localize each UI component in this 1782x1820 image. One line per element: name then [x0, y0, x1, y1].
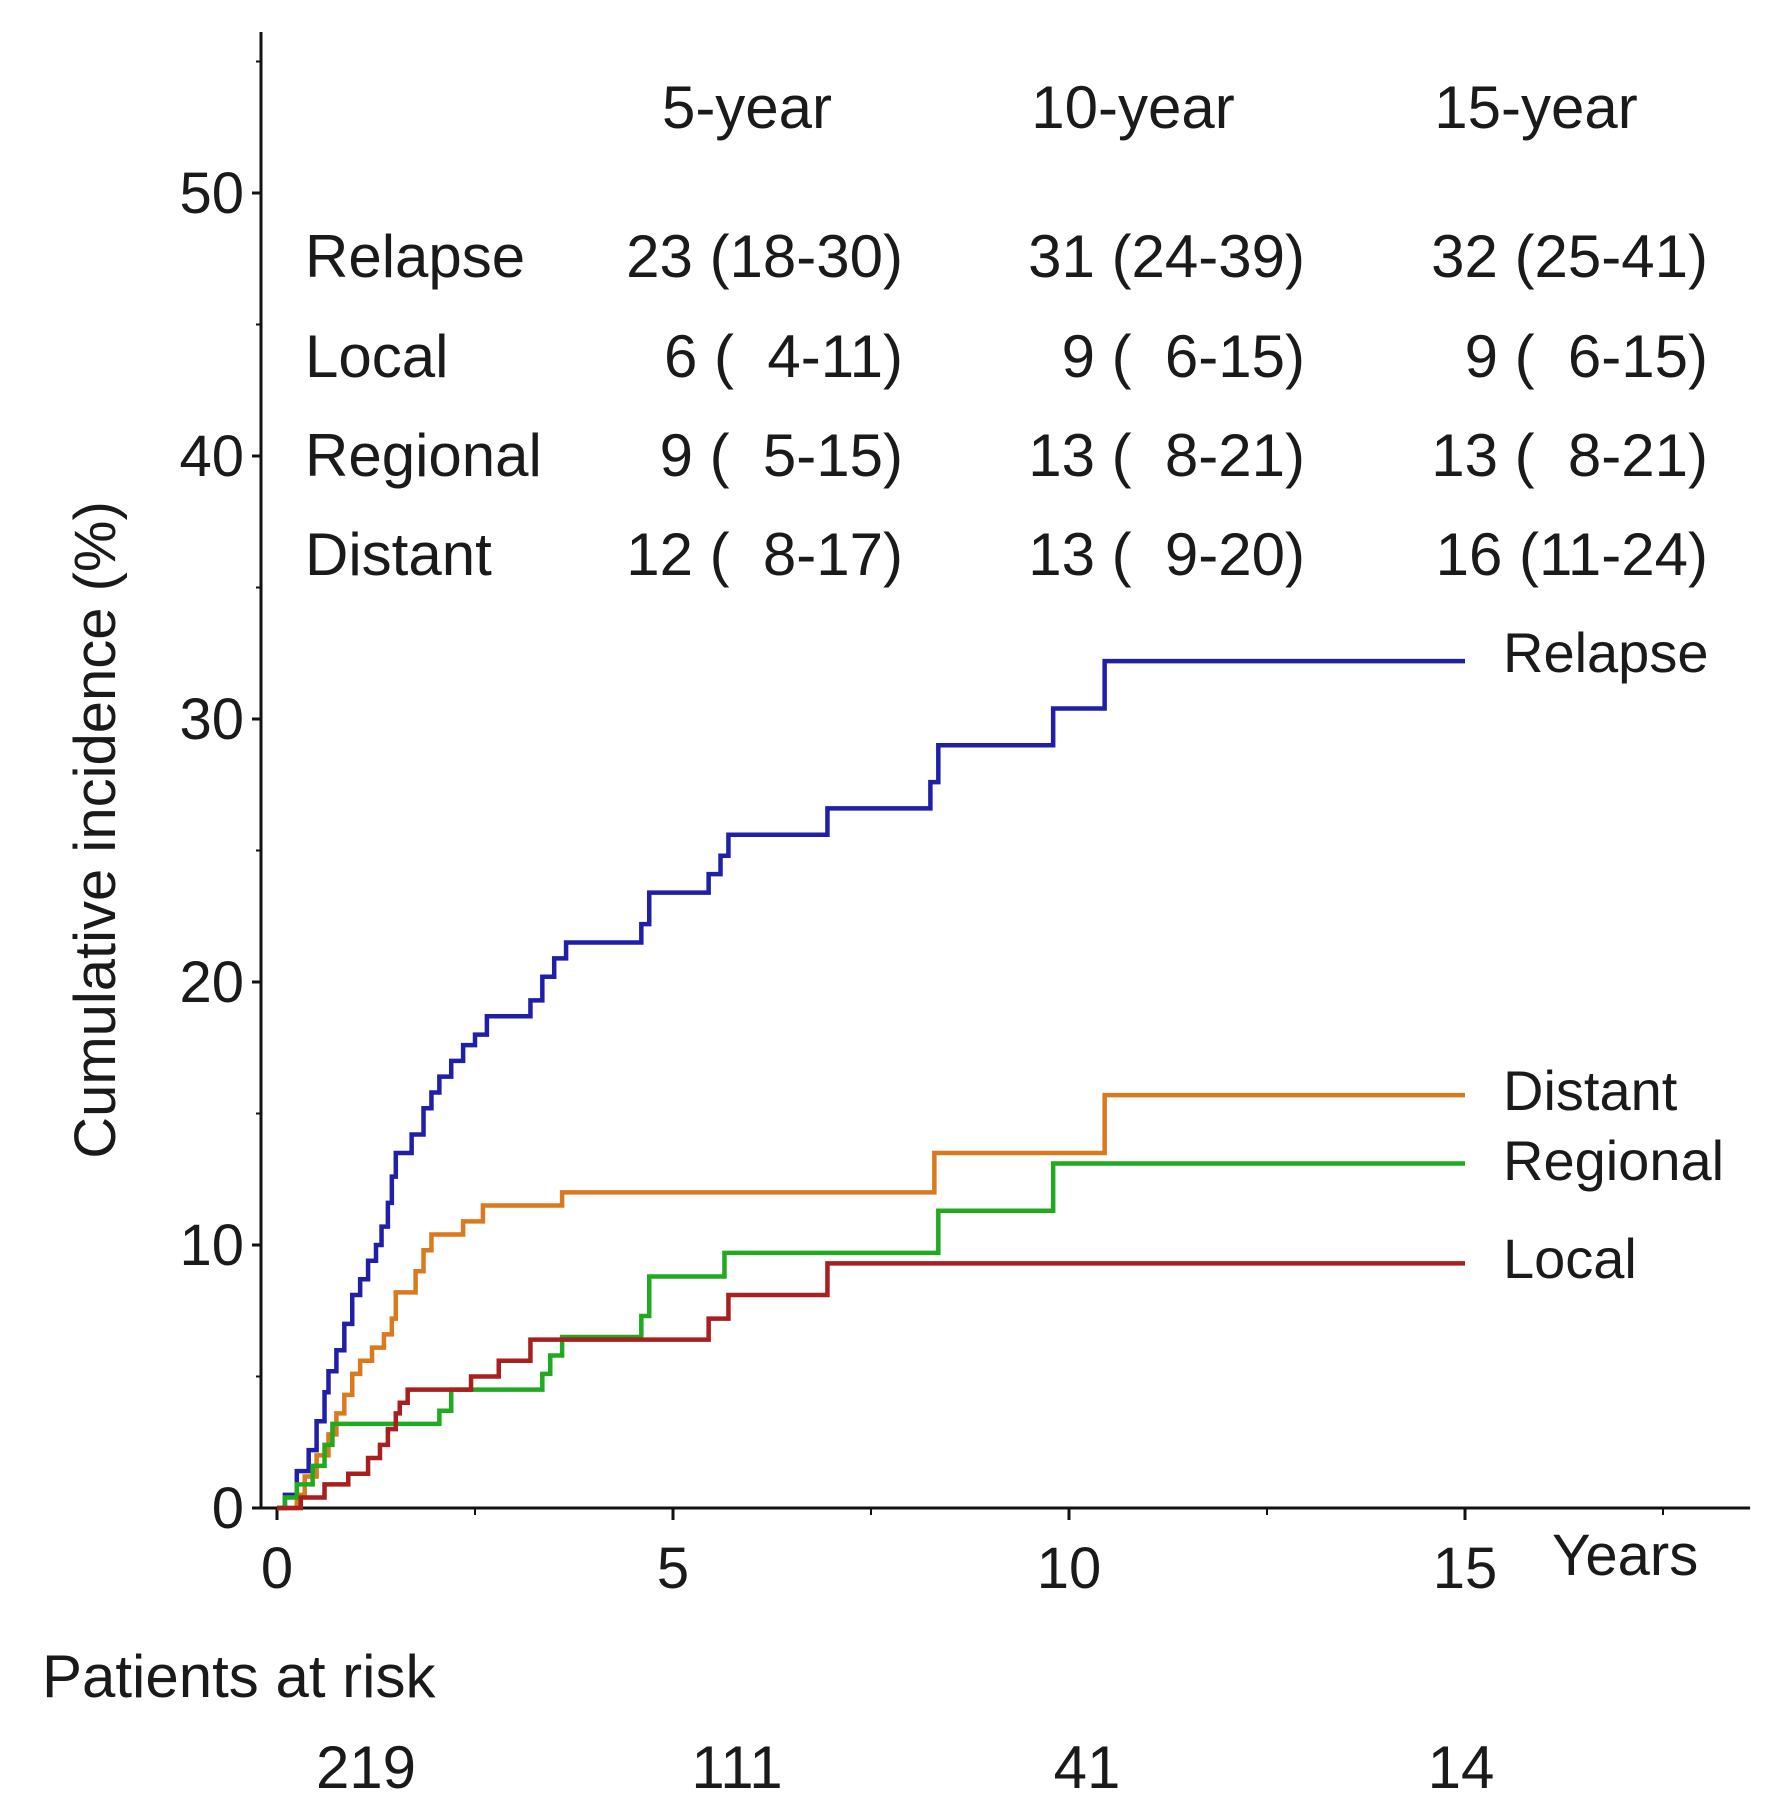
patients-at-risk-count-1: 111 [691, 1734, 782, 1801]
series-line-regional [277, 1161, 1465, 1511]
axes: 0 10 20 30 40 50 0 5 10 15 [179, 32, 1751, 1601]
y-tick-label-30: 30 [179, 687, 244, 752]
table-row-name-regional: Regional [305, 422, 542, 489]
x-axis-title: Years [1552, 1523, 1698, 1588]
patients-at-risk-count-0: 219 [316, 1734, 416, 1801]
series-label-distant: Distant [1503, 1059, 1678, 1122]
table-cell-regional-2: 13 ( 8-21) [1028, 422, 1305, 489]
y-ticks: 0 10 20 30 40 50 [179, 60, 261, 1541]
table-cell-relapse-1: 23 (18-30) [626, 223, 903, 290]
x-ticks: 0 5 10 15 [261, 1508, 1664, 1601]
y-tick-label-20: 20 [179, 950, 244, 1015]
table-cell-local-1: 6 ( 4-11) [664, 323, 903, 390]
table-cell-distant-1: 12 ( 8-17) [626, 521, 903, 588]
table-cell-regional-1: 9 ( 5-15) [660, 422, 903, 489]
table-cell-distant-2: 13 ( 9-20) [1028, 521, 1305, 588]
series-line-distant [277, 1092, 1465, 1511]
x-tick-label-5: 5 [657, 1536, 689, 1601]
x-tick-label-0: 0 [261, 1536, 293, 1601]
x-tick-label-10: 10 [1037, 1536, 1102, 1601]
series-lines [277, 658, 1465, 1511]
table-cell-local-2: 9 ( 6-15) [1062, 323, 1305, 390]
y-tick-label-10: 10 [179, 1213, 244, 1278]
patients-at-risk-table: Patients at risk 219 111 41 14 [42, 1643, 1494, 1801]
table-header-2: 10-year [1031, 74, 1234, 141]
x-tick-label-15: 15 [1433, 1536, 1498, 1601]
patients-at-risk-count-2: 41 [1054, 1734, 1121, 1801]
series-label-regional: Regional [1503, 1129, 1724, 1192]
table-header-3: 15-year [1434, 74, 1637, 141]
y-axis-title: Cumulative incidence (%) [63, 501, 128, 1159]
table-cell-relapse-2: 31 (24-39) [1028, 223, 1305, 290]
series-line-local [277, 1261, 1465, 1511]
y-tick-label-50: 50 [179, 161, 244, 226]
y-tick-label-0: 0 [212, 1476, 244, 1541]
series-labels: Relapse Distant Regional Local [1503, 621, 1724, 1290]
series-label-local: Local [1503, 1227, 1637, 1290]
table-row-name-local: Local [305, 323, 448, 390]
table-row-name-distant: Distant [305, 521, 492, 588]
table-row-name-relapse: Relapse [305, 223, 525, 290]
series-line-relapse [277, 658, 1465, 1511]
incidence-table: 5-year 10-year 15-year Relapse 23 (18-30) 31 … [305, 74, 1708, 588]
patients-at-risk-count-3: 14 [1428, 1734, 1495, 1801]
table-header-1: 5-year [662, 74, 832, 141]
table-cell-distant-3: 16 (11-24) [1436, 521, 1708, 588]
table-cell-local-3: 9 ( 6-15) [1465, 323, 1708, 390]
series-label-relapse: Relapse [1503, 621, 1708, 684]
y-tick-label-40: 40 [179, 424, 244, 489]
table-cell-relapse-3: 32 (25-41) [1431, 223, 1708, 290]
patients-at-risk-label: Patients at risk [42, 1643, 436, 1710]
table-cell-regional-3: 13 ( 8-21) [1431, 422, 1708, 489]
